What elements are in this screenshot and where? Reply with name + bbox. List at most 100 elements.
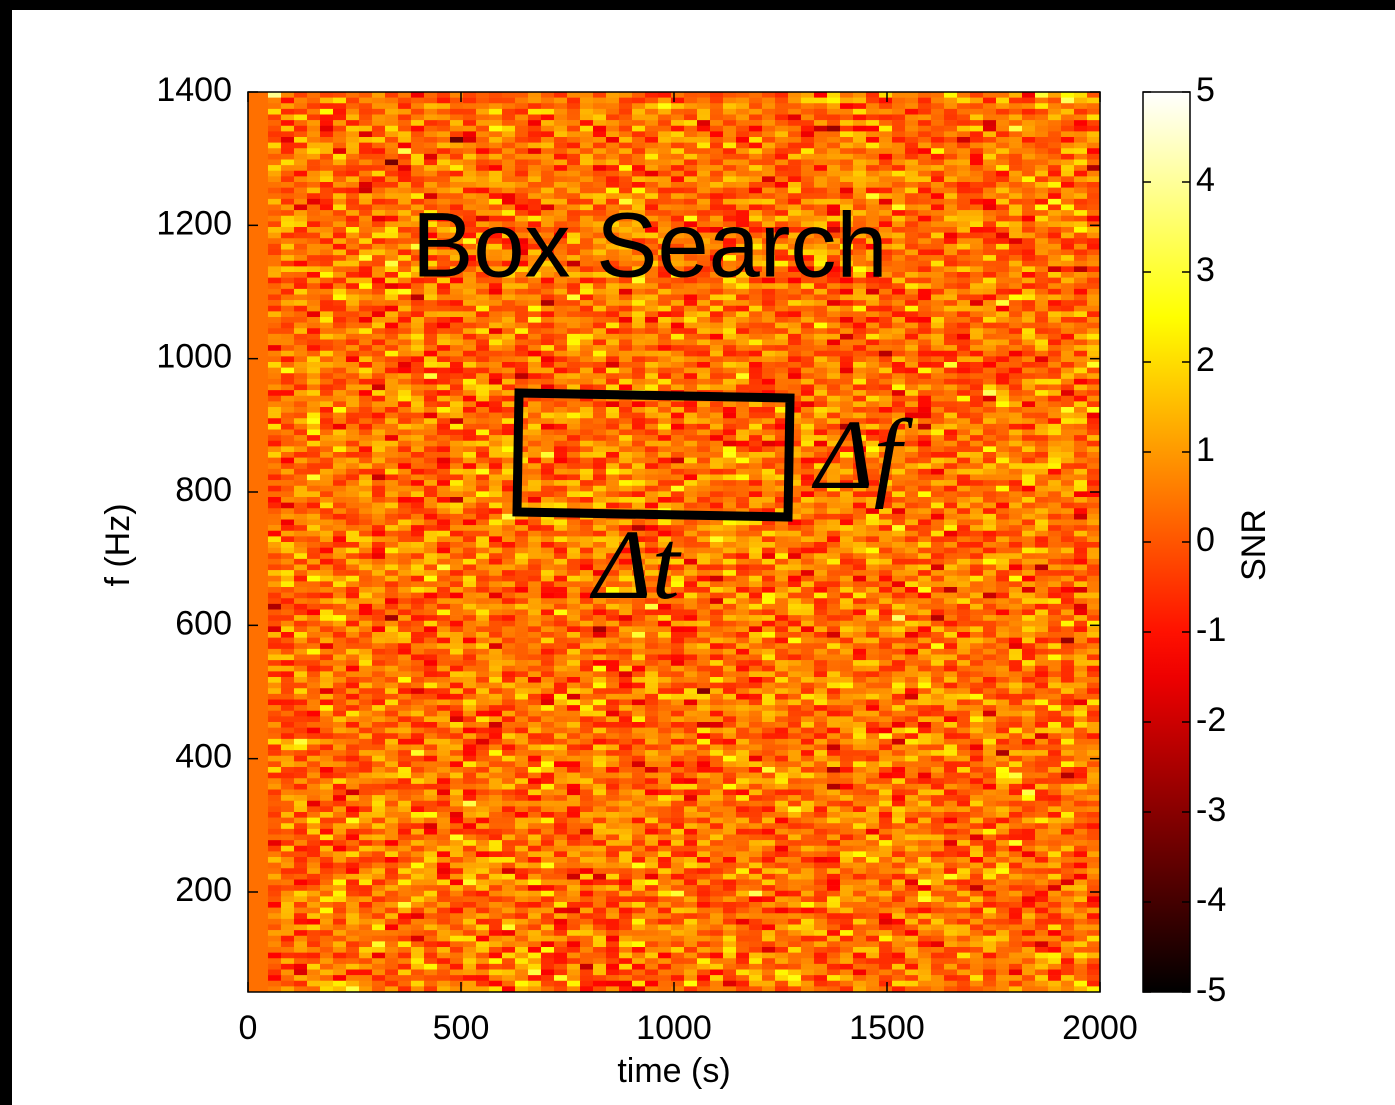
heatmap-cell: [1048, 497, 1062, 503]
heatmap-cell: [723, 340, 737, 346]
heatmap-cell: [359, 272, 373, 278]
heatmap-cell: [1035, 491, 1049, 497]
heatmap-cell: [1061, 210, 1075, 216]
heatmap-cell: [905, 283, 919, 289]
heatmap-cell: [385, 418, 399, 424]
heatmap-cell: [411, 413, 425, 419]
heatmap-cell: [723, 165, 737, 171]
heatmap-cell: [788, 385, 802, 391]
heatmap-cell: [307, 486, 321, 492]
heatmap-cell: [918, 396, 932, 402]
heatmap-cell: [1035, 131, 1049, 137]
heatmap-cell: [281, 401, 295, 407]
heatmap-cell: [541, 379, 555, 385]
heatmap-cell: [294, 115, 308, 121]
heatmap-cell: [866, 182, 880, 188]
heatmap-cell: [970, 137, 984, 143]
heatmap-cell: [450, 345, 464, 351]
heatmap-cell: [697, 311, 711, 317]
heatmap-cell: [385, 452, 399, 458]
heatmap-cell: [970, 356, 984, 362]
heatmap-cell: [580, 458, 594, 464]
heatmap-cell: [463, 328, 477, 334]
heatmap-cell: [879, 317, 893, 323]
heatmap-cell: [294, 221, 308, 227]
heatmap-cell: [294, 205, 308, 211]
heatmap-cell: [411, 340, 425, 346]
heatmap-cell: [567, 306, 581, 312]
heatmap-cell: [723, 368, 737, 374]
heatmap-cell: [1048, 306, 1062, 312]
heatmap-cell: [879, 188, 893, 194]
heatmap-cell: [1074, 216, 1088, 222]
heatmap-cell: [554, 401, 568, 407]
heatmap-cell: [1035, 205, 1049, 211]
heatmap-cell: [437, 373, 451, 379]
heatmap-cell: [1022, 486, 1036, 492]
heatmap-cell: [372, 435, 386, 441]
heatmap-cell: [762, 345, 776, 351]
heatmap-cell: [268, 126, 282, 132]
heatmap-cell: [593, 143, 607, 149]
heatmap-cell: [775, 126, 789, 132]
heatmap-cell: [489, 390, 503, 396]
heatmap-cell: [658, 503, 672, 509]
heatmap-cell: [840, 92, 854, 98]
heatmap-cell: [333, 463, 347, 469]
heatmap-cell: [697, 328, 711, 334]
heatmap-cell: [762, 413, 776, 419]
heatmap-cell: [1022, 525, 1036, 531]
heatmap-cell: [1061, 463, 1075, 469]
heatmap-cell: [320, 525, 334, 531]
heatmap-cell: [333, 272, 347, 278]
heatmap-cell: [463, 176, 477, 182]
heatmap-cell: [333, 227, 347, 233]
heatmap-cell: [268, 401, 282, 407]
heatmap-cell: [320, 351, 334, 357]
heatmap-cell: [918, 328, 932, 334]
heatmap-cell: [840, 143, 854, 149]
heatmap-cell: [671, 137, 685, 143]
heatmap-cell: [541, 148, 555, 154]
heatmap-cell: [1022, 356, 1036, 362]
heatmap-cell: [463, 351, 477, 357]
heatmap-cell: [996, 340, 1010, 346]
heatmap-cell: [593, 424, 607, 430]
heatmap-cell: [320, 148, 334, 154]
heatmap-cell: [281, 221, 295, 227]
heatmap-cell: [541, 306, 555, 312]
heatmap-cell: [645, 306, 659, 312]
heatmap-cell: [736, 497, 750, 503]
heatmap-cell: [1048, 131, 1062, 137]
heatmap-cell: [502, 368, 516, 374]
heatmap-cell: [268, 283, 282, 289]
heatmap-cell: [1022, 289, 1036, 295]
heatmap-cell: [333, 278, 347, 284]
heatmap-cell: [1074, 289, 1088, 295]
heatmap-cell: [606, 491, 620, 497]
heatmap-cell: [827, 300, 841, 306]
heatmap-cell: [1048, 390, 1062, 396]
heatmap-cell: [983, 323, 997, 329]
heatmap-cell: [294, 356, 308, 362]
heatmap-cell: [528, 424, 542, 430]
heatmap-cell: [333, 475, 347, 481]
heatmap-cell: [307, 295, 321, 301]
heatmap-cell: [1087, 446, 1101, 452]
heatmap-cell: [827, 160, 841, 166]
heatmap-cell: [1009, 160, 1023, 166]
heatmap-cell: [281, 486, 295, 492]
heatmap-cell: [736, 407, 750, 413]
heatmap-cell: [1022, 520, 1036, 526]
heatmap-cell: [944, 176, 958, 182]
heatmap-cell: [476, 514, 490, 520]
heatmap-cell: [788, 176, 802, 182]
heatmap-cell: [346, 463, 360, 469]
heatmap-cell: [892, 295, 906, 301]
heatmap-cell: [762, 340, 776, 346]
heatmap-cell: [1061, 418, 1075, 424]
heatmap-cell: [710, 407, 724, 413]
heatmap-cell: [281, 514, 295, 520]
heatmap-cell: [528, 441, 542, 447]
heatmap-cell: [970, 278, 984, 284]
